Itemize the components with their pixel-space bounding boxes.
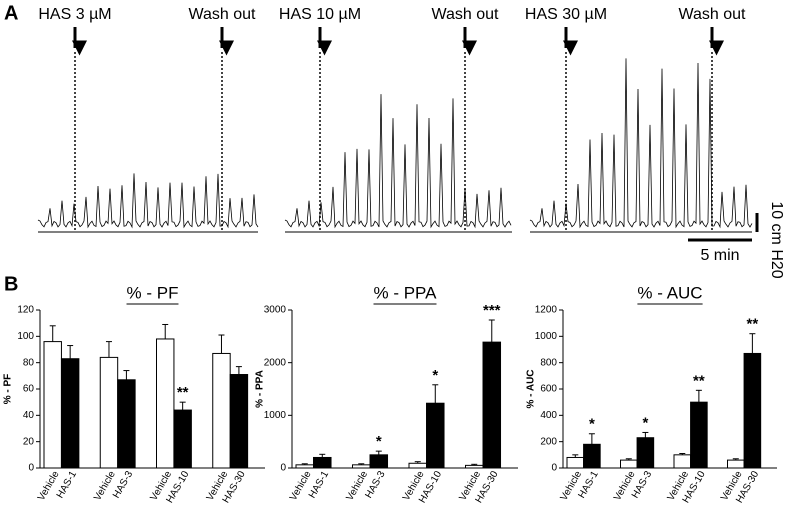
bar — [727, 459, 745, 469]
bar — [636, 437, 655, 469]
drug-label: HAS 3 µM — [38, 6, 111, 23]
y-tick-label: 0 — [280, 463, 286, 474]
y-tick-label: 800 — [540, 357, 557, 368]
y-tick-label: 0 — [28, 463, 34, 474]
y-tick-label: 60 — [23, 384, 35, 395]
chart-title: % - PF — [127, 283, 179, 302]
wash-label: Wash out — [432, 6, 500, 23]
trace — [37, 173, 259, 229]
y-tick-label: 3000 — [264, 305, 287, 316]
chart-title: % - AUC — [637, 283, 702, 302]
bar — [465, 464, 484, 469]
bar — [352, 464, 371, 469]
y-axis-label: % - AUC — [526, 369, 537, 408]
bar — [690, 401, 708, 469]
significance: * — [376, 433, 382, 450]
drug-label: HAS 30 µM — [525, 6, 607, 23]
y-axis-label: % - PF — [3, 374, 14, 405]
panel-label: A — [4, 2, 18, 24]
bar — [313, 456, 332, 469]
bar — [229, 374, 249, 469]
y-tick-label: 80 — [23, 357, 35, 368]
bar — [566, 456, 585, 469]
significance: ** — [747, 316, 759, 333]
significance: * — [642, 414, 648, 431]
wash-label: Wash out — [679, 6, 747, 23]
scale-label: 10 cm H20 — [768, 201, 785, 278]
y-tick-label: 400 — [540, 410, 557, 421]
bar — [60, 358, 80, 469]
bar — [482, 341, 502, 469]
bar — [99, 356, 119, 469]
trace — [284, 94, 512, 229]
bar — [408, 462, 428, 469]
y-tick-label: 0 — [551, 463, 557, 474]
y-tick-label: 40 — [23, 410, 35, 421]
y-axis-label: % - PPA — [255, 370, 266, 408]
y-tick-label: 1200 — [535, 305, 558, 316]
y-tick-label: 1000 — [535, 331, 558, 342]
bar — [673, 454, 692, 469]
y-tick-label: 100 — [17, 331, 34, 342]
panel-label: B — [4, 273, 18, 295]
bar — [156, 338, 175, 469]
chart-title: % - PPA — [374, 283, 438, 302]
significance: ** — [693, 372, 705, 389]
trace — [529, 58, 753, 229]
bar — [212, 352, 231, 469]
bar — [43, 341, 62, 469]
bar — [173, 409, 192, 469]
significance: * — [432, 367, 438, 384]
drug-label: HAS 10 µM — [279, 6, 361, 23]
bar — [369, 454, 389, 469]
bar — [426, 402, 445, 469]
bar — [583, 443, 601, 469]
y-tick-label: 1000 — [264, 410, 287, 421]
y-tick-label: 600 — [540, 384, 557, 395]
y-tick-label: 120 — [17, 305, 34, 316]
scale-label: 5 min — [700, 247, 739, 264]
significance: * — [589, 416, 595, 433]
bar — [295, 464, 315, 469]
y-tick-label: 2000 — [264, 357, 287, 368]
y-tick-label: 20 — [23, 436, 35, 447]
significance: ** — [177, 384, 189, 401]
significance: *** — [483, 302, 501, 319]
y-tick-label: 200 — [540, 436, 557, 447]
wash-label: Wash out — [189, 6, 257, 23]
bar — [117, 379, 136, 469]
bar — [743, 352, 762, 469]
bar — [620, 459, 638, 469]
